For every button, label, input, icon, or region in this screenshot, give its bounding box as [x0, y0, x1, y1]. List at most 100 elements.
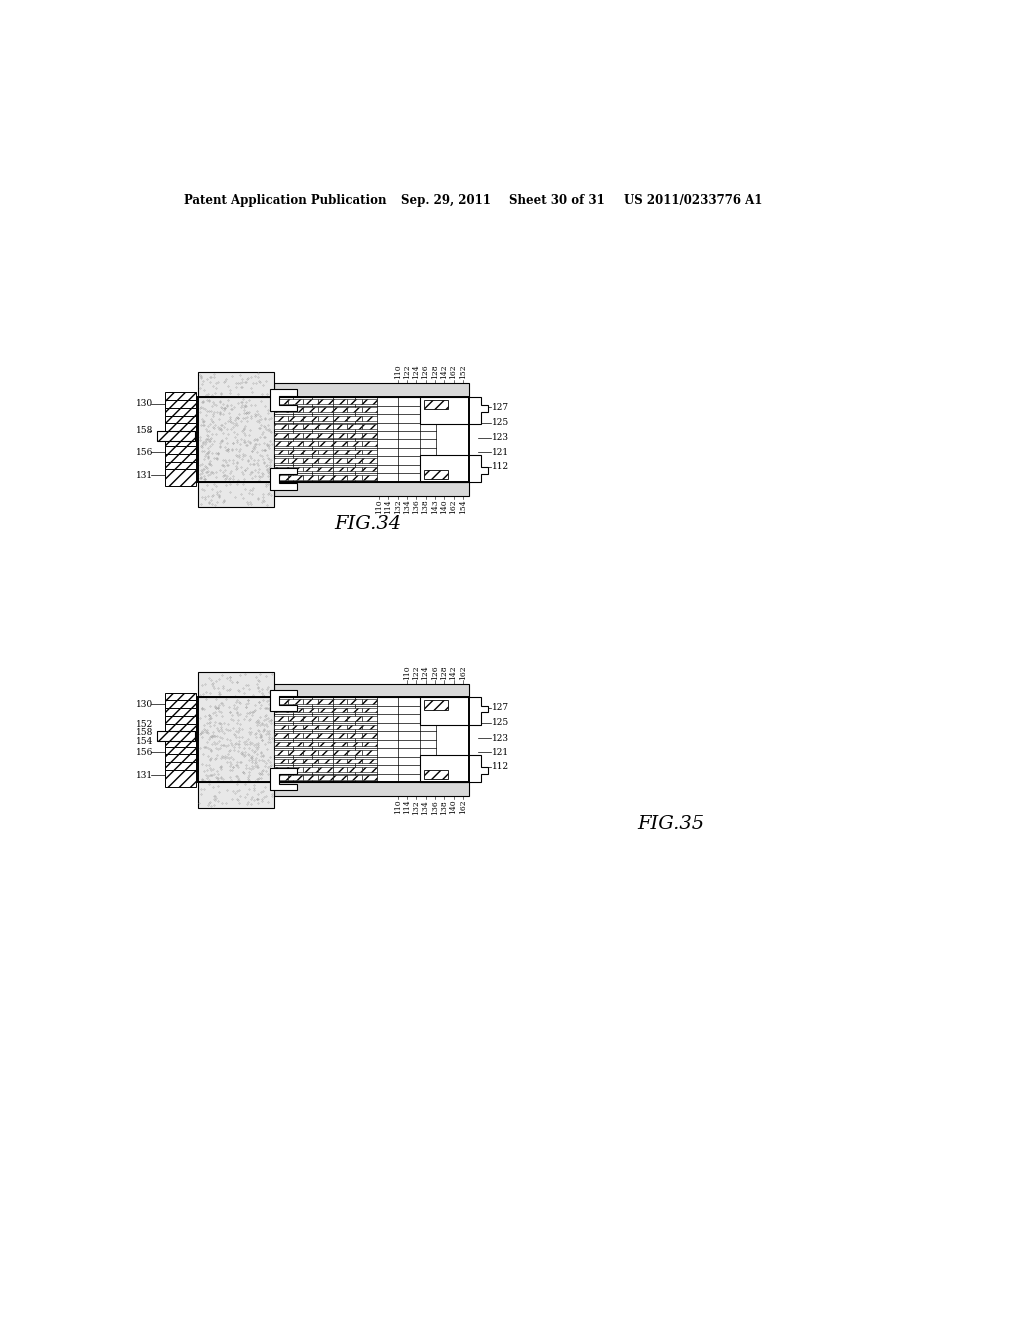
Bar [273, 397, 436, 482]
Bar [347, 742, 361, 746]
Polygon shape [420, 697, 488, 725]
Bar [303, 450, 317, 454]
Bar [165, 747, 197, 763]
Bar [289, 408, 303, 412]
Bar [289, 733, 303, 738]
Polygon shape [270, 689, 297, 711]
Bar [165, 392, 197, 409]
Text: 110: 110 [393, 364, 401, 379]
Text: 134: 134 [422, 800, 430, 814]
Text: 140: 140 [440, 499, 449, 513]
Bar [347, 424, 361, 429]
Text: 134: 134 [403, 499, 411, 515]
Bar [273, 759, 289, 763]
Bar [303, 708, 317, 713]
Bar [273, 697, 436, 781]
Bar [333, 467, 347, 471]
Text: 128: 128 [431, 364, 439, 379]
Bar [165, 400, 197, 417]
Bar [273, 383, 469, 397]
Bar [347, 467, 361, 471]
Bar [317, 725, 333, 730]
Bar [289, 708, 303, 713]
Text: 162: 162 [459, 665, 467, 680]
Bar [317, 742, 333, 746]
Bar [333, 416, 347, 421]
Bar [289, 759, 303, 763]
Text: 142: 142 [440, 364, 449, 379]
Text: 136: 136 [413, 499, 420, 515]
Bar [362, 708, 377, 713]
Bar [347, 717, 361, 721]
Bar [273, 399, 289, 404]
Bar [333, 717, 347, 721]
Bar [317, 700, 333, 704]
Text: FIG.34: FIG.34 [335, 515, 401, 533]
Text: 121: 121 [493, 748, 509, 756]
Bar [333, 441, 347, 446]
Bar [165, 723, 197, 741]
Bar [333, 742, 347, 746]
Bar [289, 399, 303, 404]
Bar [303, 742, 317, 746]
Bar [347, 450, 361, 454]
Text: 162: 162 [459, 800, 467, 814]
Bar [333, 408, 347, 412]
Text: 158: 158 [136, 729, 154, 738]
Text: 152: 152 [459, 364, 467, 379]
Text: US 2011/0233776 A1: US 2011/0233776 A1 [624, 194, 763, 207]
Bar [273, 441, 289, 446]
Bar [303, 433, 317, 437]
Bar [198, 482, 273, 507]
Bar [362, 441, 377, 446]
Text: 158: 158 [136, 426, 154, 436]
Polygon shape [270, 768, 297, 789]
Bar [347, 458, 361, 463]
Bar [289, 767, 303, 772]
Text: 110: 110 [403, 665, 411, 680]
Bar [333, 700, 347, 704]
Bar [289, 725, 303, 730]
Text: 123: 123 [493, 433, 509, 442]
Bar [273, 742, 289, 746]
Text: 123: 123 [493, 734, 509, 743]
Bar [165, 708, 197, 725]
Bar [289, 424, 303, 429]
Bar [273, 725, 289, 730]
Text: 138: 138 [422, 499, 430, 515]
Bar [273, 775, 289, 780]
Bar [289, 717, 303, 721]
Bar [362, 416, 377, 421]
Polygon shape [270, 469, 297, 490]
Bar [165, 408, 197, 425]
Bar [362, 700, 377, 704]
Bar [289, 700, 303, 704]
Bar [317, 458, 333, 463]
Text: 162: 162 [450, 499, 458, 513]
Bar [273, 708, 289, 713]
Bar [333, 750, 347, 755]
Bar [198, 697, 273, 781]
Bar [273, 458, 289, 463]
Bar [333, 759, 347, 763]
Bar [273, 467, 289, 471]
Bar [362, 759, 377, 763]
Text: 131: 131 [136, 470, 153, 479]
Bar [165, 715, 197, 733]
Bar [333, 424, 347, 429]
Bar [165, 438, 197, 455]
Bar [347, 767, 361, 772]
Bar [303, 467, 317, 471]
Bar [165, 454, 197, 471]
Bar [273, 700, 289, 704]
Bar [165, 701, 197, 718]
Bar [362, 725, 377, 730]
Text: 136: 136 [431, 800, 439, 814]
Bar [273, 767, 289, 772]
Bar [165, 462, 197, 479]
Bar [317, 424, 333, 429]
Bar [424, 700, 449, 710]
Bar [362, 767, 377, 772]
Bar [273, 416, 289, 421]
Bar [333, 767, 347, 772]
